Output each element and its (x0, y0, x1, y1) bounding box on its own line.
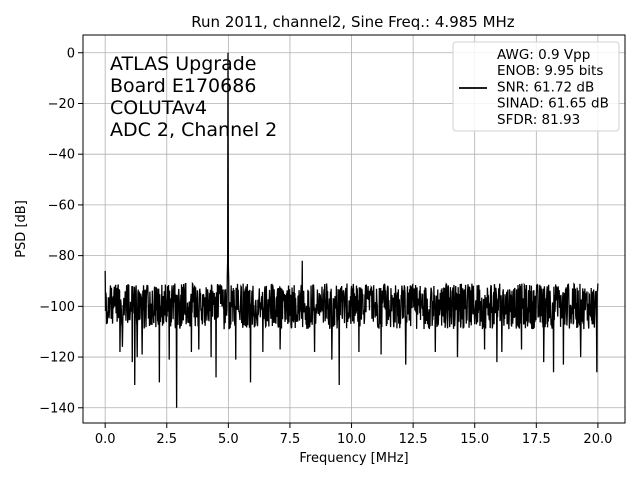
x-axis-label: Frequency [MHz] (299, 451, 408, 466)
annotation-line: Board E170686 (110, 75, 256, 97)
y-tick-label: −140 (39, 401, 75, 416)
x-tick-label: 0.0 (95, 432, 116, 447)
axes-frame (82, 34, 626, 424)
y-tick-label: −40 (48, 148, 75, 163)
psd-series-line (104, 52, 599, 408)
legend-entry: SNR: 61.72 dB (497, 79, 594, 95)
x-tick-label: 2.5 (156, 432, 177, 447)
x-tick-label: 17.5 (522, 432, 551, 447)
grid-layer (83, 35, 625, 423)
y-axis-label: PSD [dB] (14, 200, 29, 258)
y-tick-label: −60 (48, 198, 75, 213)
legend-entry: AWG: 0.9 Vpp (497, 47, 590, 63)
x-tick-label: 10.0 (337, 432, 366, 447)
annotation-line: ATLAS Upgrade (110, 53, 256, 75)
chart-title: Run 2011, channel2, Sine Freq.: 4.985 MH… (191, 13, 515, 31)
y-tick-label: −100 (39, 300, 75, 315)
legend-entry: ENOB: 9.95 bits (497, 63, 603, 79)
y-tick-label: 0 (67, 46, 75, 61)
annotation-line: ADC 2, Channel 2 (110, 119, 277, 141)
x-tick-label: 20.0 (583, 432, 612, 447)
x-tick-label: 15.0 (460, 432, 489, 447)
legend-entry: SFDR: 81.93 (497, 112, 580, 128)
annotation-line: COLUTAv4 (110, 97, 207, 119)
y-tick-label: −120 (39, 351, 75, 366)
y-tick-label: −20 (48, 97, 75, 112)
x-tick-label: 7.5 (280, 432, 301, 447)
x-axis: 0.0 2.5 5.0 7.5 10.0 12.5 15.0 17.5 20.0 (95, 423, 612, 447)
y-axis: 0 −20 −40 −60 −80 −100 −120 −140 (39, 46, 83, 416)
legend-box (452, 41, 620, 132)
y-tick-label: −80 (48, 249, 75, 264)
series-layer (104, 52, 599, 408)
legend-entry: SINAD: 61.65 dB (497, 96, 609, 112)
x-tick-label: 12.5 (399, 432, 428, 447)
x-tick-label: 5.0 (218, 432, 239, 447)
